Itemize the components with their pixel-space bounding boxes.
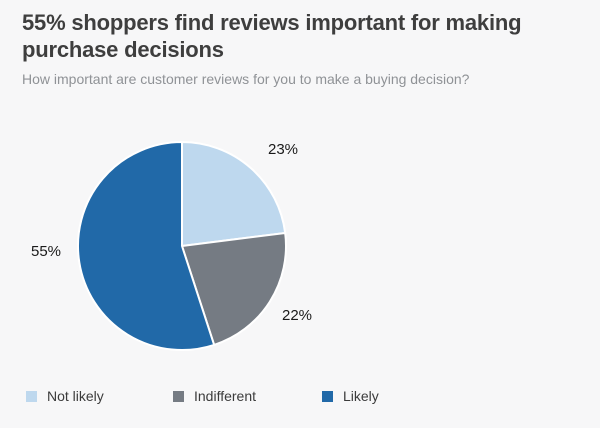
pie-data-label-indifferent: 22% <box>282 307 312 324</box>
chart-subtitle: How important are customer reviews for y… <box>22 71 470 87</box>
pie-data-label-not-likely: 23% <box>268 141 298 158</box>
page-title: 55% shoppers find reviews important for … <box>22 9 578 63</box>
pie-slice-likely <box>77 141 216 351</box>
page-title-line-2: purchase decisions <box>22 37 224 62</box>
page-title-line-1: 55% shoppers find reviews important for … <box>22 10 522 35</box>
pie-slice-indifferent <box>181 231 287 346</box>
pie-data-label-likely: 55% <box>31 243 61 260</box>
pie-slice-not-likely <box>181 141 287 247</box>
